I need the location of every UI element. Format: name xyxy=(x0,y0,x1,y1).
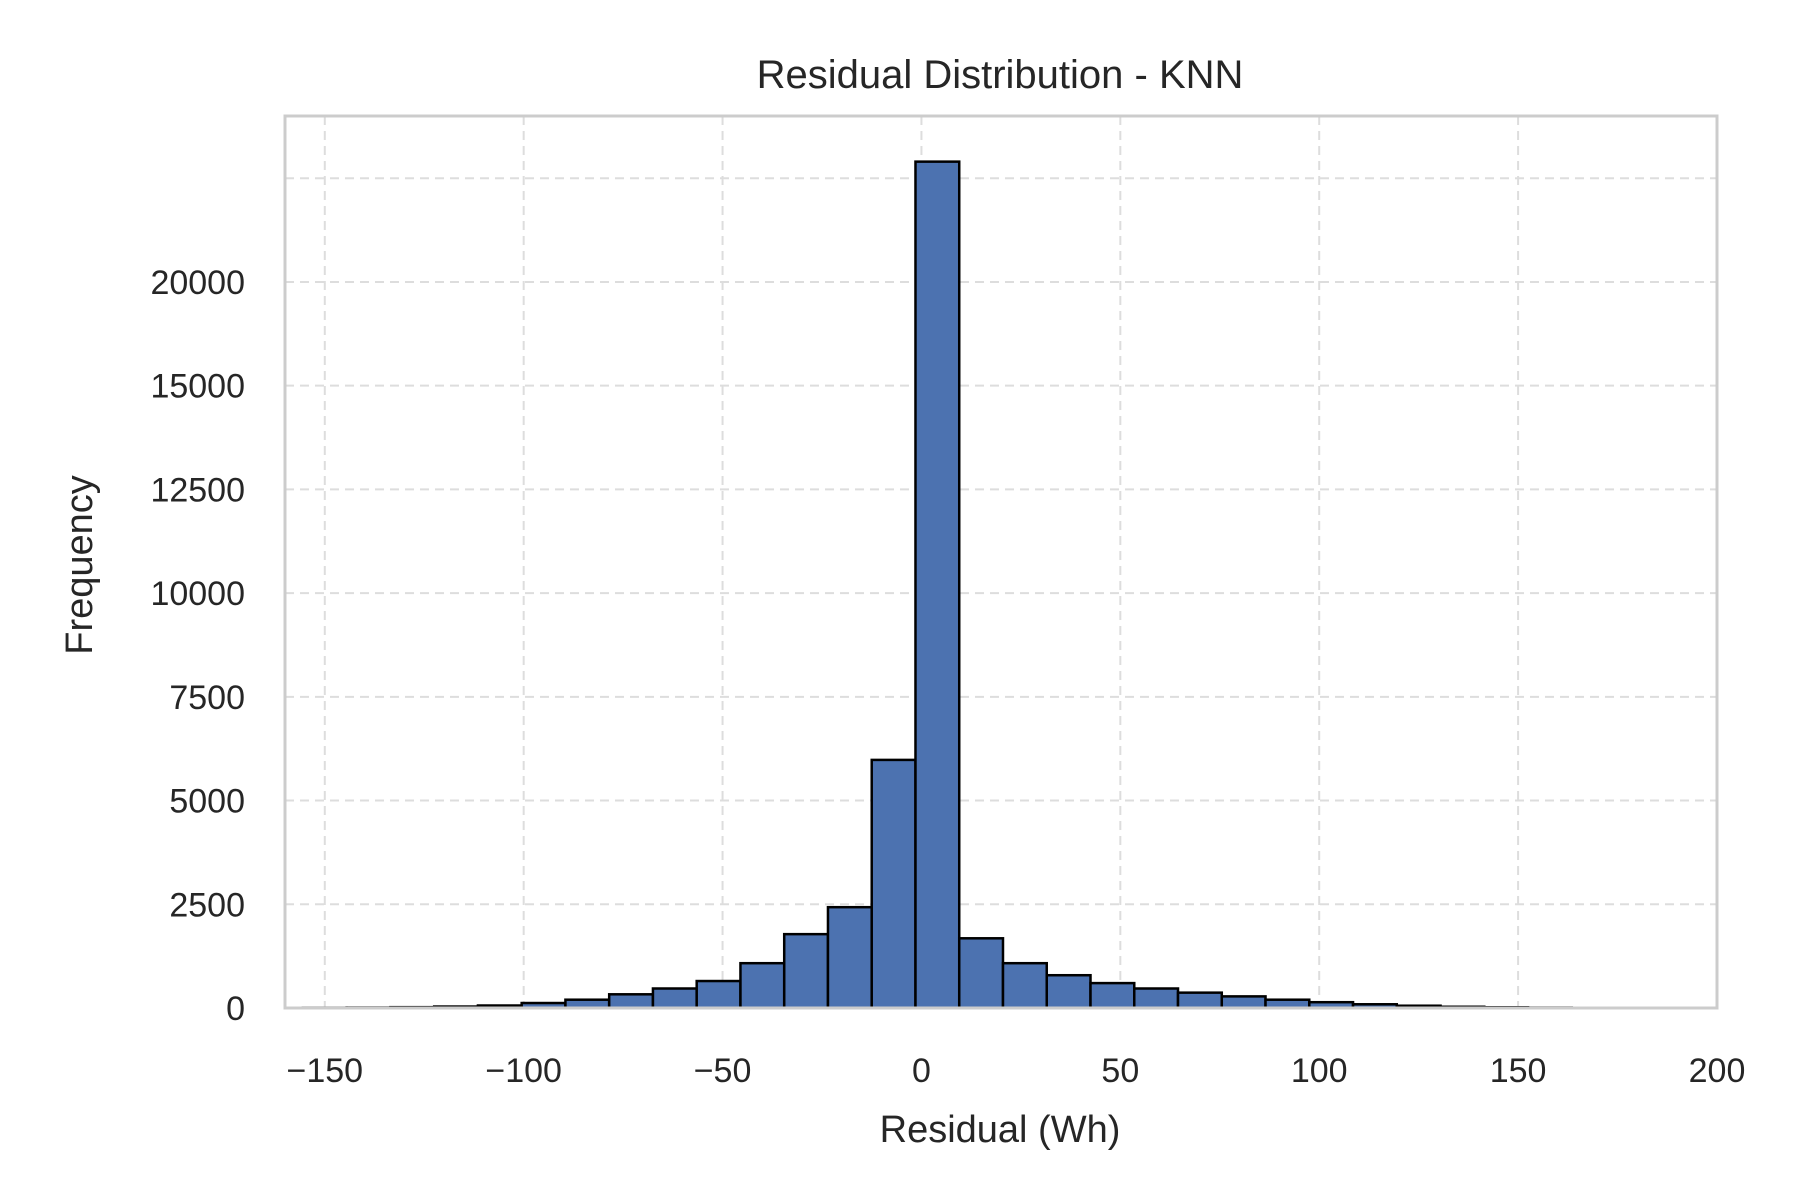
histogram-bar xyxy=(695,979,742,1010)
x-tick-label: −100 xyxy=(485,1052,562,1090)
y-tick-label: 15000 xyxy=(150,368,245,406)
histogram-bar xyxy=(1220,995,1267,1010)
x-tick-label: 150 xyxy=(1490,1052,1547,1090)
x-tick-label: 200 xyxy=(1689,1052,1746,1090)
x-tick-label: 100 xyxy=(1291,1052,1348,1090)
y-tick-label: 2500 xyxy=(169,886,245,924)
histogram-bar xyxy=(914,160,961,1010)
histogram-bar xyxy=(1176,991,1224,1010)
x-tick-label: 50 xyxy=(1101,1052,1139,1090)
histogram-bar xyxy=(826,905,873,1010)
y-tick-label: 10000 xyxy=(150,575,245,613)
histogram-bar xyxy=(782,932,830,1010)
histogram-bar xyxy=(739,961,786,1010)
histogram-bar xyxy=(1001,961,1048,1010)
y-tick-label: 12500 xyxy=(150,471,245,509)
y-tick-label: 20000 xyxy=(150,264,245,302)
chart-title: Residual Distribution - KNN xyxy=(757,53,1244,97)
histogram-bar xyxy=(651,987,698,1010)
histogram-bar xyxy=(607,993,655,1010)
plot-frame xyxy=(283,114,1719,1010)
x-tick-label: 0 xyxy=(912,1052,931,1090)
bar-layer xyxy=(301,160,1661,1010)
x-tick-labels: −150 −100 −50 0 50 100 150 200 xyxy=(286,1052,1745,1090)
histogram-bar xyxy=(870,758,917,1010)
x-tick-label: −50 xyxy=(694,1052,752,1090)
x-axis-title: Residual (Wh) xyxy=(880,1109,1121,1151)
y-tick-label: 5000 xyxy=(169,783,245,821)
histogram-bar xyxy=(1133,987,1180,1010)
y-tick-label: 0 xyxy=(226,990,245,1028)
histogram-bar xyxy=(1089,981,1136,1010)
y-tick-label: 7500 xyxy=(169,679,245,717)
y-tick-labels: 0 2500 5000 7500 10000 12500 15000 20000 xyxy=(150,264,245,1028)
x-tick-label: −150 xyxy=(286,1052,363,1090)
y-axis-title: Frequency xyxy=(59,475,101,655)
histogram-bar xyxy=(1045,973,1092,1010)
histogram-bar xyxy=(957,937,1005,1010)
